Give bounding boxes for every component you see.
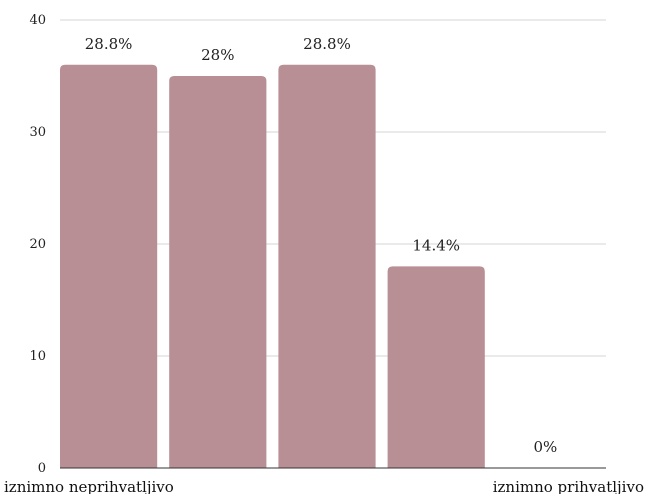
- y-tick-label: 10: [29, 349, 46, 364]
- x-axis-tick-labels: iznimno neprihvatljivo iznimno prihvatlji…: [4, 478, 644, 494]
- bar: [60, 64, 158, 469]
- bar: [387, 266, 485, 468]
- y-axis-tick-labels: 0 10 20 30 40: [29, 13, 46, 476]
- x-tick-label: iznimno prihvatljivo: [493, 478, 644, 494]
- bars: [60, 64, 485, 469]
- data-label: 28.8%: [85, 35, 133, 53]
- data-labels: 28.8% 28% 28.8% 14.4% 0%: [85, 35, 558, 456]
- y-tick-label: 40: [29, 13, 46, 28]
- y-tick-label: 0: [38, 461, 46, 476]
- data-label: 28%: [201, 46, 234, 64]
- data-label: 0%: [534, 438, 558, 456]
- data-label: 14.4%: [412, 236, 460, 254]
- y-tick-label: 30: [29, 125, 46, 140]
- bar: [278, 64, 376, 469]
- bar: [169, 76, 267, 468]
- x-tick-label: iznimno neprihvatljivo: [4, 478, 174, 494]
- y-tick-label: 20: [29, 237, 46, 252]
- data-label: 28.8%: [303, 35, 351, 53]
